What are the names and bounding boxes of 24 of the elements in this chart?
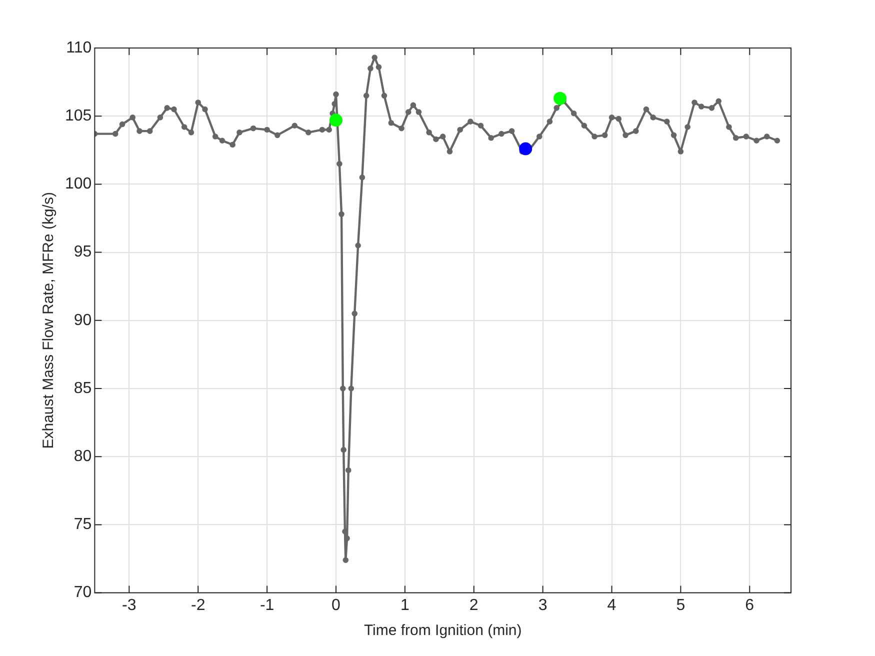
point (519, 142, 532, 156)
y-tick-label: 105 (64, 108, 92, 125)
y-axis-title: Exhaust Mass Flow Rate, MFRe (kg/s) (40, 192, 58, 449)
x-tick-label: 6 (745, 596, 754, 614)
y-tick-label: 110 (66, 39, 92, 56)
y-tick-label: 75 (74, 516, 92, 534)
y-tick-label: 80 (74, 448, 92, 466)
y-tick-label: 85 (74, 380, 92, 397)
x-tick-label: 2 (469, 596, 478, 614)
point (329, 114, 342, 127)
x-tick-label: -2 (190, 596, 206, 614)
x-tick-label: 3 (538, 596, 548, 614)
y-tick-label: 100 (64, 176, 92, 193)
x-tick-label: 5 (676, 596, 686, 614)
x-tick-label: -3 (122, 596, 136, 614)
x-tick-label: 4 (607, 596, 616, 614)
y-tick-label: 95 (74, 244, 92, 261)
y-tick-label: 90 (74, 312, 92, 329)
x-axis-title: Time from Ignition (min) (364, 622, 522, 640)
x-tick-label: -1 (260, 596, 274, 614)
x-tick-label: 1 (400, 596, 410, 614)
point (554, 92, 567, 105)
x-tick-label: 0 (332, 596, 341, 614)
y-tick-label: 70 (74, 584, 92, 602)
